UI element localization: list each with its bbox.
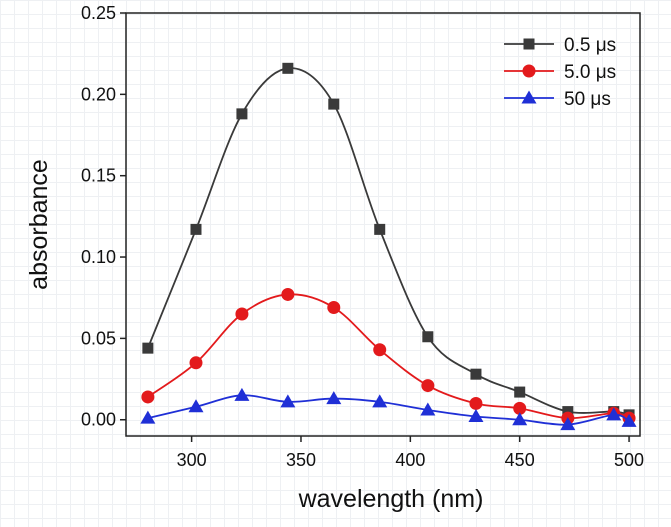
x-tick-label: 450 <box>505 450 535 470</box>
data-point <box>189 356 203 370</box>
y-tick-label: 0.10 <box>81 247 116 267</box>
y-tick-label: 0.00 <box>81 410 116 430</box>
series-line <box>147 67 630 416</box>
x-tick-label: 500 <box>614 450 644 470</box>
x-tick-label: 350 <box>286 450 316 470</box>
legend-marker <box>522 64 536 78</box>
legend-label: 5.0 μs <box>564 62 616 83</box>
y-tick-label: 0.25 <box>81 3 116 23</box>
data-point <box>328 98 340 110</box>
x-tick-label: 400 <box>395 450 425 470</box>
data-point <box>421 379 435 393</box>
legend-label: 0.5 μs <box>564 35 616 56</box>
data-point <box>562 406 574 418</box>
data-point <box>236 108 248 120</box>
series-0 <box>142 62 635 421</box>
data-point <box>327 300 341 314</box>
series-layer <box>140 62 637 431</box>
data-point <box>420 402 436 416</box>
data-point <box>560 417 576 431</box>
legend: 0.5 μs 5.0 μs 50 μs <box>504 35 616 110</box>
data-point <box>373 343 387 357</box>
data-point <box>469 396 483 410</box>
y-tick-label: 0.15 <box>81 166 116 186</box>
data-point <box>190 223 202 235</box>
x-tick-label: 300 <box>177 450 207 470</box>
plot-frame <box>125 12 641 437</box>
data-point <box>372 394 388 408</box>
data-point <box>281 287 295 301</box>
data-point <box>235 307 249 321</box>
series-1 <box>141 287 636 425</box>
legend-marker <box>521 90 537 104</box>
data-point <box>140 410 156 424</box>
axis-ticks: 300 350 400 450 500 0.00 0.05 0.10 0.15 0.20 0.25 <box>81 3 644 470</box>
y-tick-label: 0.05 <box>81 328 116 348</box>
data-point <box>234 387 250 401</box>
legend-entry: 5.0 μs <box>504 62 616 83</box>
data-point <box>606 407 622 421</box>
data-point <box>514 386 526 398</box>
legend-marker <box>523 38 535 50</box>
legend-entry: 0.5 μs <box>504 35 616 56</box>
plot-border <box>125 12 641 437</box>
y-axis-label: absorbance <box>25 159 53 290</box>
data-point <box>326 391 342 405</box>
y-tick-label: 0.20 <box>81 84 116 104</box>
data-point <box>470 368 482 380</box>
series-line <box>147 394 630 426</box>
data-point <box>513 401 527 415</box>
data-point <box>374 223 386 235</box>
x-axis-label: wavelength (nm) <box>298 485 484 513</box>
data-point <box>280 394 296 408</box>
data-point <box>512 412 528 426</box>
data-point <box>141 390 155 404</box>
data-point <box>282 62 294 74</box>
data-point <box>142 342 154 354</box>
legend-entry: 50 μs <box>504 89 611 110</box>
data-point <box>422 331 434 343</box>
legend-label: 50 μs <box>564 89 611 110</box>
data-point <box>468 408 484 422</box>
data-point <box>188 399 204 413</box>
series-2 <box>140 387 637 431</box>
data-point <box>621 413 637 427</box>
